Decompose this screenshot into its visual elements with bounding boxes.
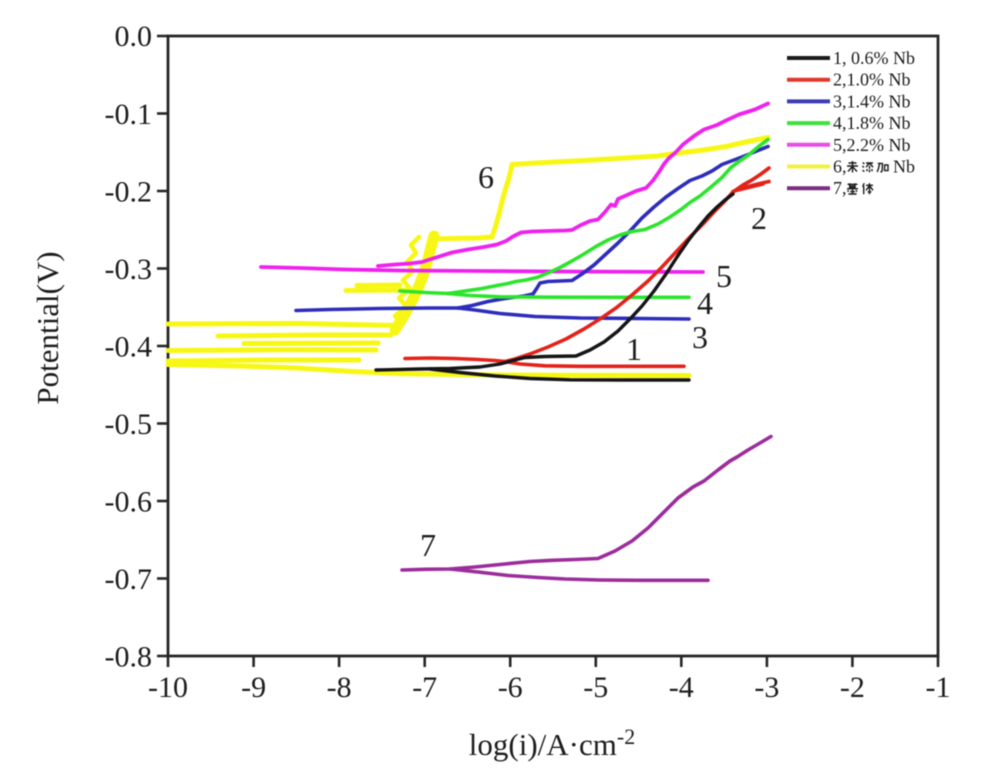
svg-text:6: 6 [478,159,494,195]
svg-text:5,2.2% Nb: 5,2.2% Nb [833,135,911,155]
svg-text:0.0: 0.0 [115,20,153,53]
svg-text:-4: -4 [669,671,694,704]
svg-text:-0.1: -0.1 [105,98,153,131]
svg-text:log(i)/A·cm-2: log(i)/A·cm-2 [469,724,635,762]
svg-text:1: 1 [626,331,642,367]
svg-text:-0.6: -0.6 [105,486,153,519]
svg-text:-8: -8 [327,671,352,704]
svg-text:2: 2 [751,200,767,236]
svg-text:7: 7 [420,527,436,563]
svg-text:3,1.4% Nb: 3,1.4% Nb [833,91,911,111]
svg-text:-7: -7 [412,671,437,704]
svg-text:Potential(V): Potential(V) [30,251,65,404]
svg-text:-6: -6 [498,671,523,704]
svg-text:-0.4: -0.4 [105,331,153,364]
svg-text:3: 3 [692,319,708,355]
svg-text:4,1.8% Nb: 4,1.8% Nb [833,113,911,133]
svg-text:6,: 6, [833,157,847,177]
svg-text:-0.2: -0.2 [105,176,153,209]
svg-text:-10: -10 [148,671,188,704]
svg-text:-0.7: -0.7 [105,563,153,596]
svg-text:7,: 7, [833,178,847,198]
svg-text:2,1.0% Nb: 2,1.0% Nb [833,70,911,90]
svg-text:-2: -2 [840,671,865,704]
svg-text:-1: -1 [926,671,951,704]
svg-text:Nb: Nb [893,157,915,177]
svg-text:4: 4 [697,285,713,321]
svg-text:-9: -9 [241,671,266,704]
svg-text:5: 5 [716,258,732,294]
svg-text:-0.8: -0.8 [105,641,153,674]
svg-text:-3: -3 [754,671,779,704]
svg-text:1, 0.6% Nb: 1, 0.6% Nb [833,48,915,68]
svg-text:-0.3: -0.3 [105,253,153,286]
svg-text:-5: -5 [583,671,608,704]
svg-text:-0.5: -0.5 [105,408,153,441]
